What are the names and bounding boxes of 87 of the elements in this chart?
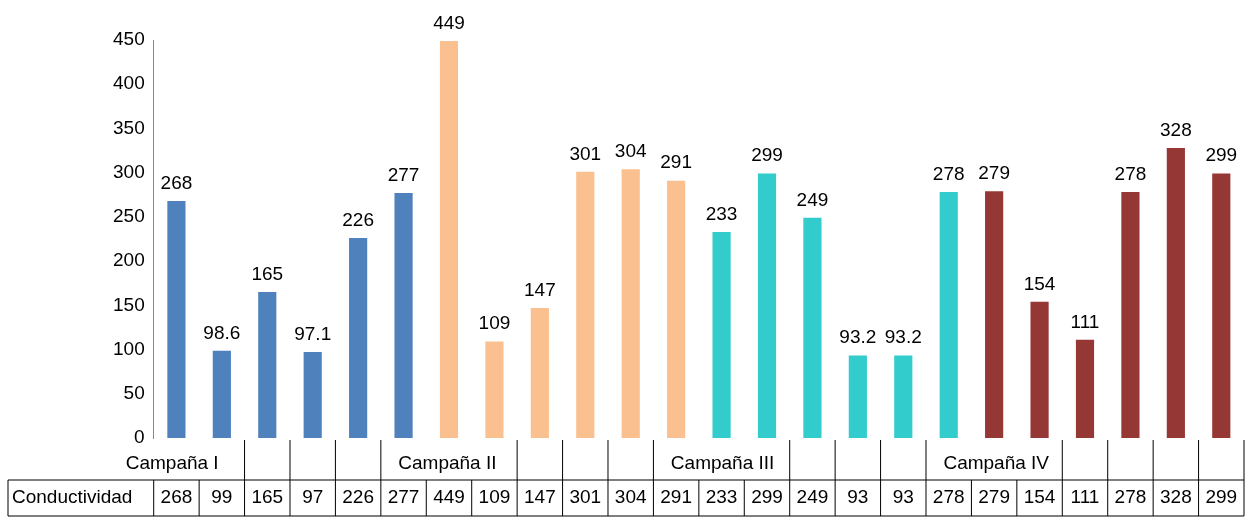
text: 249 — [796, 486, 829, 508]
data-label: 299 — [751, 144, 783, 166]
y-tick-label: 0 — [134, 426, 145, 448]
text: 99 — [211, 486, 233, 508]
text: 154 — [1023, 486, 1056, 508]
text: 97 — [302, 486, 324, 508]
data-label: 301 — [569, 142, 602, 164]
text: 301 — [569, 486, 602, 508]
data-label: 226 — [342, 208, 374, 230]
y-tick-label: 50 — [123, 382, 145, 404]
bar — [848, 355, 867, 438]
data-label: 449 — [433, 11, 465, 33]
bar — [803, 217, 822, 438]
data-label: 147 — [524, 278, 556, 300]
x-tick-label: Campaña II — [398, 452, 497, 474]
text: 111 — [1070, 486, 1100, 508]
y-tick-label: 100 — [113, 337, 145, 359]
text: 299 — [751, 486, 783, 508]
bar — [939, 192, 958, 438]
bar — [349, 238, 368, 438]
bar — [894, 355, 913, 438]
data-label: 278 — [932, 162, 965, 184]
text: 233 — [705, 486, 738, 508]
bar — [1030, 301, 1049, 438]
text: 277 — [387, 486, 420, 508]
y-tick-label: 300 — [113, 160, 145, 182]
text: 304 — [614, 486, 647, 508]
text: 109 — [478, 486, 511, 508]
bar — [712, 231, 731, 438]
data-label: 278 — [1114, 162, 1147, 184]
data-label: 328 — [1160, 118, 1192, 140]
text: 291 — [660, 486, 692, 508]
text: 226 — [342, 486, 374, 508]
y-tick-label: 450 — [113, 28, 145, 50]
data-label: 93.2 — [884, 326, 922, 348]
bar — [303, 352, 322, 438]
text: 165 — [251, 486, 284, 508]
data-label: 109 — [478, 312, 511, 334]
bar — [576, 171, 595, 438]
bar — [485, 341, 504, 438]
text: 93 — [892, 486, 914, 508]
data-label: 165 — [251, 262, 284, 284]
bar — [439, 40, 459, 438]
y-tick-label: 150 — [113, 293, 145, 315]
text: 449 — [433, 486, 465, 508]
data-label: 291 — [660, 151, 692, 173]
bar — [530, 307, 549, 438]
data-label: 111 — [1070, 310, 1100, 332]
y-tick-label: 400 — [113, 72, 145, 94]
text: 268 — [160, 486, 193, 508]
x-tick-label: Campaña III — [670, 452, 775, 474]
data-label: 97.1 — [294, 322, 332, 344]
bar — [1075, 339, 1095, 438]
bar — [212, 350, 231, 438]
bar — [985, 191, 1004, 438]
data-label: 277 — [387, 163, 420, 185]
text: 279 — [978, 486, 1010, 508]
text: Conductividad — [12, 486, 133, 508]
data-label: 154 — [1023, 272, 1056, 294]
bar — [394, 193, 413, 438]
bar — [1121, 192, 1140, 438]
data-label: 249 — [796, 188, 829, 210]
bar — [757, 173, 777, 438]
y-tick-label: 250 — [113, 205, 145, 227]
text: 278 — [932, 486, 965, 508]
x-tick-label: Campaña I — [125, 452, 219, 474]
bar — [621, 169, 640, 438]
y-tick-label: 350 — [113, 116, 145, 138]
bar — [667, 180, 686, 438]
y-tick-label: 200 — [113, 249, 145, 271]
bar — [167, 200, 186, 438]
bar — [258, 292, 277, 438]
data-label: 279 — [978, 161, 1010, 183]
text: 147 — [524, 486, 556, 508]
text: 93 — [847, 486, 869, 508]
text: 299 — [1205, 486, 1238, 508]
bar — [1166, 147, 1185, 438]
x-tick-label: Campaña IV — [943, 452, 1050, 474]
bar — [1212, 173, 1231, 438]
data-label: 304 — [614, 139, 647, 161]
data-label: 93.2 — [839, 326, 877, 348]
data-label: 233 — [705, 202, 738, 224]
data-label: 299 — [1205, 144, 1238, 166]
text: 328 — [1160, 486, 1192, 508]
data-label: 98.6 — [203, 321, 241, 343]
text: 278 — [1114, 486, 1147, 508]
data-label: 268 — [160, 171, 193, 193]
